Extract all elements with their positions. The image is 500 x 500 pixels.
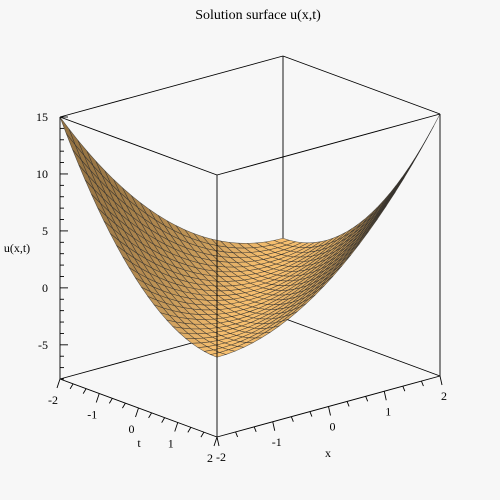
surface-patch-0-0 [59,116,76,146]
t-minor-tick [200,431,205,438]
t-tick-label: 2 [207,451,213,465]
z-tick-label: 5 [42,224,48,238]
box-edge-top-front-right [216,113,441,176]
z-tick-label: 0 [42,281,48,295]
t-tick-label: 1 [168,437,174,451]
t-major-tick [174,422,179,432]
t-major-tick [135,407,139,418]
x-major-tick [383,391,387,401]
surface-mesh [59,113,441,358]
x-major-tick [439,375,443,386]
t-minor-tick [82,388,87,394]
x-minor-tick [290,416,294,422]
t-axis-label: t [137,436,141,450]
x-minor-tick [309,411,313,417]
t-minor-tick [148,412,152,419]
z-axis: -5 0 5 10 15 [36,110,68,380]
z-tick-label: -5 [38,338,48,352]
t-major-tick [95,393,100,403]
x-minor-tick [420,380,424,387]
x-minor-tick [235,431,239,438]
x-tick-label: -2 [216,450,226,464]
x-axis-label: x [325,446,331,460]
z-axis-label: u(x,t) [4,241,30,255]
box-edge-top-back-right [282,55,441,115]
t-major-tick [213,436,218,447]
t-tick-label: -1 [87,408,97,422]
t-minor-tick [122,402,126,409]
x-major-tick [272,421,276,431]
box-edge-bottom-back-right [282,317,441,377]
x-tick-label: 2 [441,389,447,403]
t-tick-label: -2 [48,393,58,407]
x-minor-tick [365,396,369,402]
t-tick-label: 0 [129,422,135,436]
chart-title: Solution surface u(x,t) [195,8,321,23]
z-tick-label: 10 [36,167,48,181]
t-axis: -2 -1 0 1 2 [48,378,218,465]
x-minor-tick [346,401,350,407]
x-tick-label: 1 [385,404,391,418]
t-minor-tick [187,427,192,433]
x-major-tick [328,406,331,416]
t-minor-tick [69,383,74,390]
t-minor-tick [161,417,166,423]
x-major-tick [216,436,220,447]
t-minor-tick [108,398,113,404]
box-edge-top-front-left [59,116,218,176]
x-minor-tick [253,426,257,433]
t-major-tick [56,378,61,389]
x-minor-tick [402,385,406,392]
box-edge-top-back-left [59,55,284,118]
z-tick-label: 15 [36,110,48,124]
x-tick-label: -1 [272,435,282,449]
x-axis: 2 1 0 -1 -2 [216,375,447,464]
x-tick-label: 0 [330,420,336,434]
